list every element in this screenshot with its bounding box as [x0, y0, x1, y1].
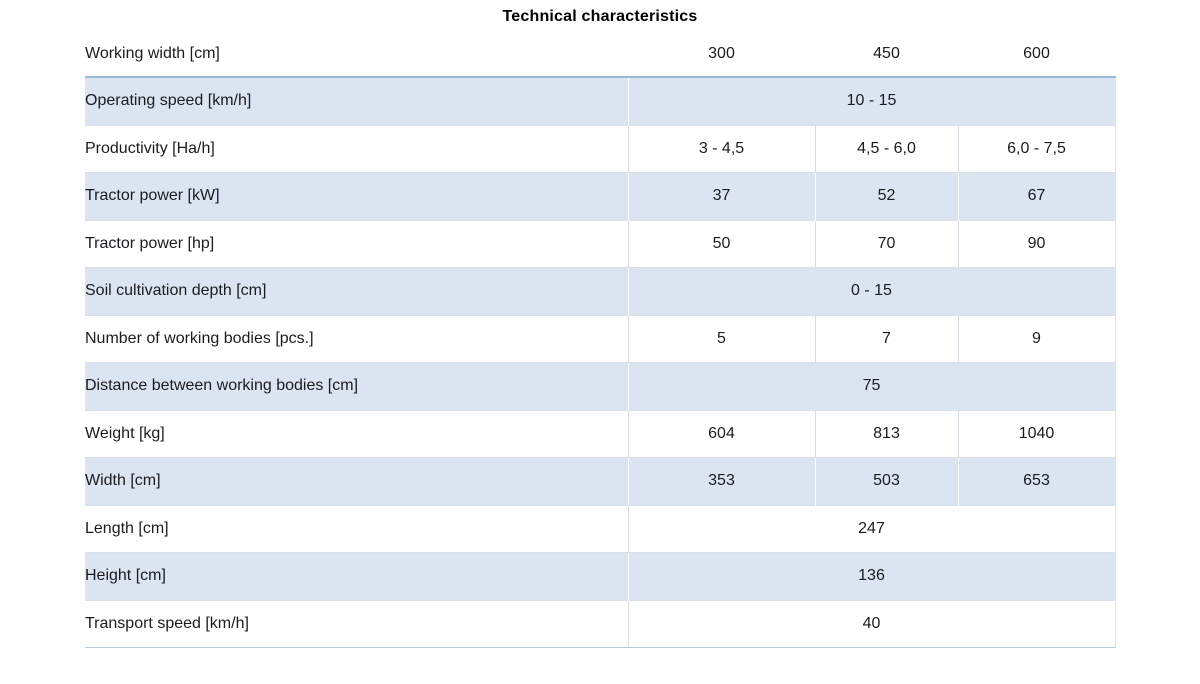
row-value: 67 [957, 172, 1116, 220]
row-label: Number of working bodies [pcs.] [85, 314, 628, 363]
header-value-col2: 450 [815, 31, 958, 78]
header-row: Working width [cm] 300 450 600 [85, 31, 1115, 78]
header-row-label: Working width [cm] [85, 31, 628, 78]
row-label: Weight [kg] [85, 409, 628, 458]
table-row: Transport speed [km/h] 40 [85, 599, 1116, 648]
technical-characteristics-table: Working width [cm] 300 450 600 Operating… [85, 31, 1116, 648]
row-label: Transport speed [km/h] [85, 599, 628, 648]
header-value-col3: 600 [958, 31, 1115, 78]
row-value-span: 136 [627, 552, 1116, 600]
row-label: Operating speed [km/h] [85, 76, 628, 125]
row-value: 5 [627, 314, 815, 363]
row-value-span: 75 [627, 362, 1116, 410]
row-label: Distance between working bodies [cm] [85, 362, 628, 410]
row-value: 813 [814, 409, 958, 458]
row-value: 4,5 - 6,0 [814, 124, 958, 173]
table-body: Operating speed [km/h] 10 - 15 Productivit… [85, 76, 1116, 648]
row-value-span: 40 [627, 599, 1116, 648]
row-value: 9 [957, 314, 1116, 363]
row-value-span: 247 [627, 504, 1116, 553]
row-value-span: 0 - 15 [627, 267, 1116, 315]
row-value: 1040 [957, 409, 1116, 458]
row-value: 353 [627, 457, 815, 505]
table-row: Productivity [Ha/h] 3 - 4,5 4,5 - 6,0 6,0 -… [85, 124, 1116, 173]
row-label: Tractor power [hp] [85, 219, 628, 268]
table-row: Distance between working bodies [cm] 75 [85, 362, 1116, 410]
row-label: Length [cm] [85, 504, 628, 553]
row-value: 90 [957, 219, 1116, 268]
table-row: Width [cm] 353 503 653 [85, 457, 1116, 505]
table-row: Number of working bodies [pcs.] 5 7 9 [85, 314, 1116, 363]
row-value: 52 [814, 172, 958, 220]
table-row: Operating speed [km/h] 10 - 15 [85, 76, 1116, 125]
row-value: 6,0 - 7,5 [957, 124, 1116, 173]
table-row: Weight [kg] 604 813 1040 [85, 409, 1116, 458]
row-label: Width [cm] [85, 457, 628, 505]
row-value: 653 [957, 457, 1116, 505]
row-value: 604 [627, 409, 815, 458]
row-label: Productivity [Ha/h] [85, 124, 628, 173]
table-row: Length [cm] 247 [85, 504, 1116, 553]
page-title: Technical characteristics [502, 8, 698, 25]
row-label: Soil cultivation depth [cm] [85, 267, 628, 315]
row-value: 3 - 4,5 [627, 124, 815, 173]
table-row: Soil cultivation depth [cm] 0 - 15 [85, 267, 1116, 315]
table-row: Tractor power [hp] 50 70 90 [85, 219, 1116, 268]
row-value: 7 [814, 314, 958, 363]
row-label: Tractor power [kW] [85, 172, 628, 220]
table-row: Height [cm] 136 [85, 552, 1116, 600]
header-value-col1: 300 [628, 31, 815, 78]
row-value: 503 [814, 457, 958, 505]
row-value: 70 [814, 219, 958, 268]
table-row: Tractor power [kW] 37 52 67 [85, 172, 1116, 220]
row-label: Height [cm] [85, 552, 628, 600]
row-value: 37 [627, 172, 815, 220]
row-value-span: 10 - 15 [627, 76, 1116, 125]
row-value: 50 [627, 219, 815, 268]
